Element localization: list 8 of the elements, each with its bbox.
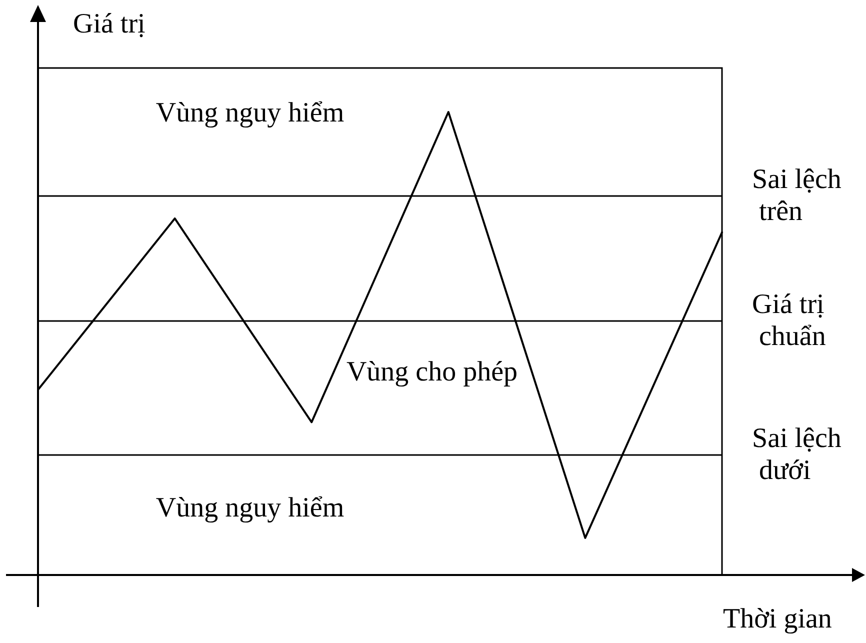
annotation: Vùng nguy hiểm xyxy=(156,492,344,524)
annotation: Vùng nguy hiểm xyxy=(156,98,344,129)
ref-line-label: Sai lệch trên xyxy=(752,164,842,227)
annotation: Vùng cho phép xyxy=(346,356,518,388)
ref-line-label: Giá trị chuẩn xyxy=(752,288,826,352)
y-axis-title: Giá trị xyxy=(73,8,146,40)
ref-line-label: Sai lệch dưới xyxy=(752,423,842,486)
x-axis-title: Thời gian xyxy=(723,604,832,634)
